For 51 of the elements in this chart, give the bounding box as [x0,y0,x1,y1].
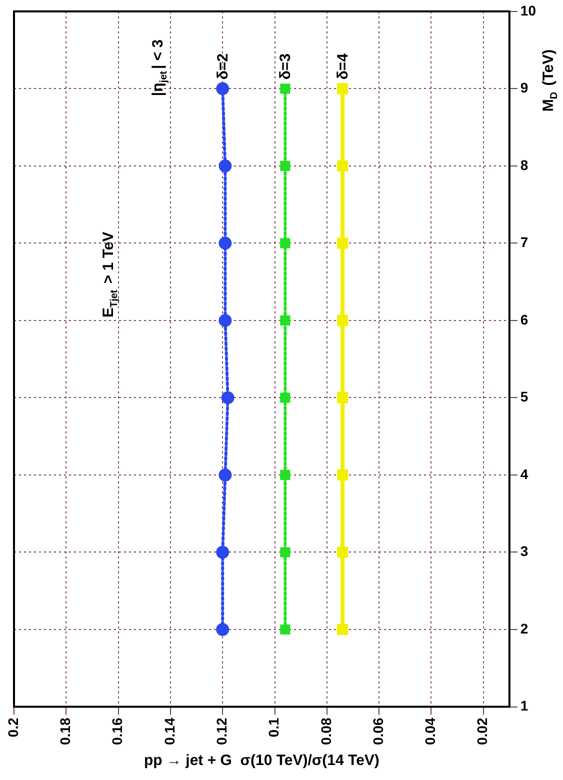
text: δ=2 [214,53,232,80]
point [337,546,348,558]
point [280,470,290,480]
point [221,391,234,404]
x-tick-label: 0.12 [213,718,230,745]
x-tick-label: 0.1 [266,718,282,738]
point [280,160,290,171]
y-tick-label: 3 [520,543,528,560]
x-tick-label: 0.06 [370,718,386,745]
x-tick-label: 0.16 [109,718,126,745]
y-axis-title: MD (TeV) [540,49,560,112]
point [337,469,348,481]
point [337,160,348,172]
point [218,159,232,172]
point [216,82,230,96]
point [337,238,348,249]
point [337,392,348,404]
y-tick-label: 10 [520,2,536,18]
point [337,314,348,326]
text: δ=3 [277,53,294,80]
point [280,392,290,403]
point [218,468,232,482]
point [218,236,232,250]
y-tick-label: 6 [520,311,528,328]
x-tick-label: 0.14 [161,718,178,745]
x-tick-label: 0.2 [4,718,21,738]
annotation: |ηjet| < 3 [150,39,170,96]
point [218,314,232,327]
x-tick-label: 0.04 [422,718,438,745]
y-tick-label: 2 [520,620,528,636]
point [337,83,348,94]
x-axis-title: pp → jet + G σ(10 TeV)/σ(14 TeV) [144,752,380,770]
point [216,622,230,636]
point [280,84,290,94]
point [337,624,348,636]
point [216,546,230,559]
annotation: ETjet > 1 TeV [100,232,120,318]
y-tick-label: 5 [520,388,528,405]
y-tick-label: 1 [520,698,528,714]
y-tick-label: 7 [520,234,528,250]
x-tick-label: 0.18 [57,718,74,745]
point [280,547,290,558]
text: δ=4 [334,52,352,80]
y-tick-label: 8 [520,156,528,173]
point [280,315,290,326]
x-tick-label: 0.02 [474,718,490,745]
y-tick-label: 9 [520,80,528,96]
point [280,238,290,248]
y-tick-label: 4 [520,466,528,482]
point [280,624,290,635]
x-tick-label: 0.08 [318,718,334,745]
